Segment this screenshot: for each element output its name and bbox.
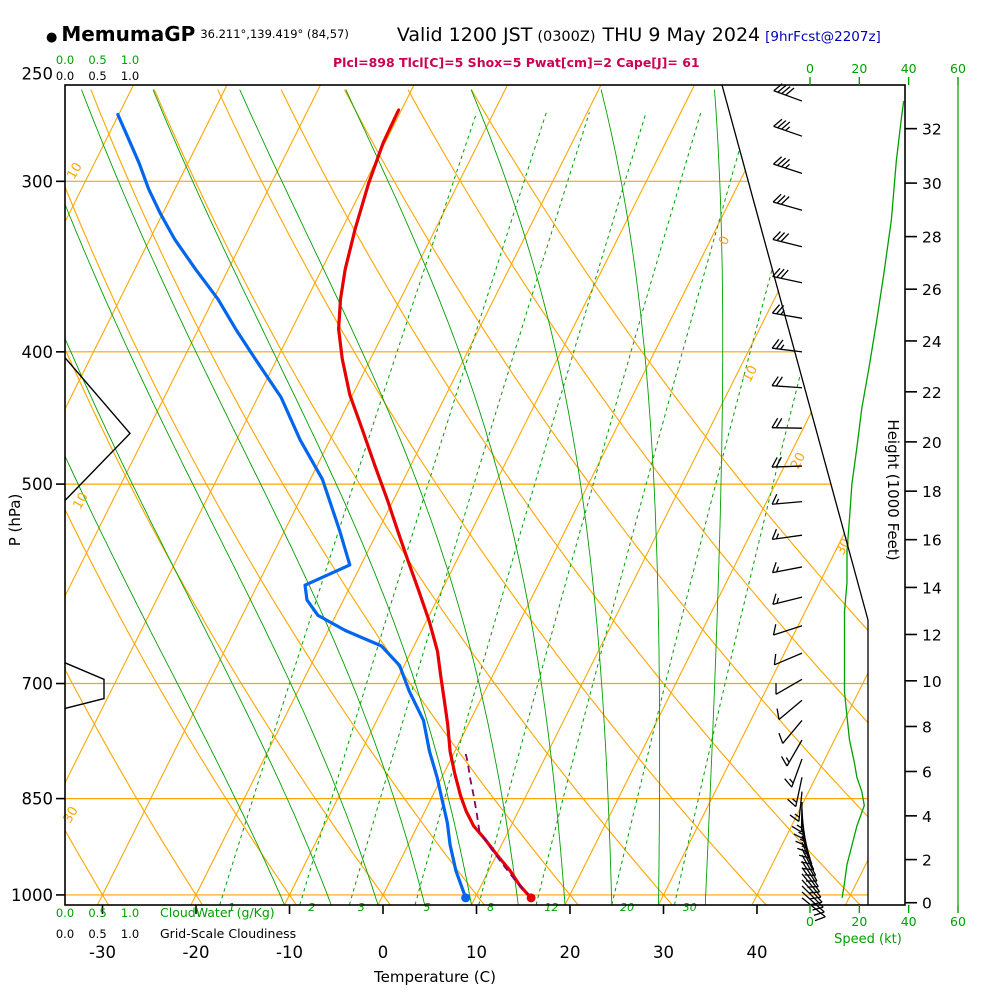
height-tick-label: 22 bbox=[922, 384, 942, 402]
speed-tick-label: 0 bbox=[806, 61, 814, 76]
height-tick-label: 18 bbox=[922, 483, 942, 501]
pressure-tick-label: 850 bbox=[22, 790, 54, 809]
mixing-ratio-label: 3 bbox=[358, 901, 365, 914]
height-axis-label: Height (1000 Feet) bbox=[884, 419, 902, 560]
valid-time: Valid 1200 JST bbox=[396, 24, 533, 46]
speed-tick-label: 20 bbox=[851, 61, 867, 76]
temperature-curve bbox=[337, 108, 533, 900]
background-grid bbox=[65, 85, 868, 905]
temp-tick-label: 20 bbox=[560, 943, 581, 962]
height-tick-label: 30 bbox=[922, 175, 942, 193]
height-tick-label: 10 bbox=[922, 673, 942, 691]
station-name: MemumaGP bbox=[61, 22, 196, 46]
mixing-ratio-label: 8 bbox=[487, 901, 494, 914]
height-tick-label: 24 bbox=[922, 333, 942, 351]
height-tick-label: 32 bbox=[922, 121, 942, 139]
temp-tick-label: 40 bbox=[747, 943, 768, 962]
mixing-ratio-label: 5 bbox=[424, 901, 431, 914]
surface-dewpoint-dot bbox=[461, 893, 471, 903]
pressure-axis-label: P (hPa) bbox=[6, 494, 24, 547]
height-tick-label: 0 bbox=[922, 895, 932, 913]
height-tick-label: 6 bbox=[922, 763, 932, 781]
grid-scale-cloudiness-profile bbox=[64, 357, 131, 710]
pressure-tick-label: 300 bbox=[22, 172, 54, 191]
temp-tick-label: 0 bbox=[378, 943, 389, 962]
mixing-ratio-label: 30 bbox=[683, 901, 697, 914]
temp-tick-label: 10 bbox=[466, 943, 487, 962]
cloudwater-scale-label: 0.0 bbox=[56, 53, 74, 67]
grid-line-label: 10 bbox=[740, 363, 761, 385]
speed-axis-label: Speed (kt) bbox=[834, 932, 902, 947]
temp-tick-label: -20 bbox=[183, 943, 210, 962]
surface-temperature-dot bbox=[526, 893, 536, 903]
speed-tick-label: 40 bbox=[901, 61, 917, 76]
cloudwater-scale-label: 1.0 bbox=[121, 906, 139, 920]
grid-line-label: 30 bbox=[833, 536, 854, 558]
station-marker-dot: ● bbox=[46, 30, 58, 45]
cloudwater-scale-label: 0.5 bbox=[88, 906, 106, 920]
wind-speed-curve bbox=[841, 101, 905, 899]
mixing-ratio-label: 2 bbox=[308, 901, 315, 914]
cloudwater-scale-label: 0.0 bbox=[56, 906, 74, 920]
mixing-ratio-label: 1 bbox=[228, 901, 235, 914]
parcel-curve bbox=[463, 749, 532, 899]
mixing-ratio-label: 12 bbox=[544, 901, 558, 914]
pressure-tick-label: 250 bbox=[22, 64, 54, 83]
height-tick-label: 20 bbox=[922, 434, 942, 452]
pressure-tick-label: 500 bbox=[22, 475, 54, 494]
cloudiness-scale-label: 1.0 bbox=[121, 69, 139, 83]
height-tick-label: 2 bbox=[922, 852, 932, 870]
temp-tick-label: -10 bbox=[276, 943, 303, 962]
cloudiness-scale-label: 1.0 bbox=[121, 927, 139, 941]
temperature-axis-label: Temperature (C) bbox=[373, 968, 496, 986]
temp-tick-label: -30 bbox=[89, 943, 116, 962]
height-tick-label: 8 bbox=[922, 718, 932, 736]
cloudiness-scale-label: 0.5 bbox=[88, 927, 106, 941]
mixing-ratio-label: 20 bbox=[620, 901, 634, 914]
height-tick-label: 16 bbox=[922, 532, 942, 550]
grid-cut-diagonal bbox=[721, 84, 869, 621]
grid-line-label: 0 bbox=[716, 234, 733, 248]
height-tick-label: 14 bbox=[922, 579, 942, 597]
speed-tick-label: 0 bbox=[806, 914, 814, 929]
height-tick-label: 26 bbox=[922, 281, 942, 299]
pressure-tick-label: 1000 bbox=[11, 886, 53, 905]
chart-header: ● MemumaGP 36.211°,139.419° (84,57) Valid 1… bbox=[46, 22, 881, 46]
height-tick-label: 12 bbox=[922, 626, 942, 644]
grid-line-label: 20 bbox=[788, 450, 809, 472]
cloudiness-axis-label: Grid-Scale Cloudiness bbox=[160, 926, 296, 941]
speed-tick-label: 60 bbox=[950, 914, 966, 929]
cloudwater-scale-label: 0.5 bbox=[88, 53, 106, 67]
pressure-tick-label: 700 bbox=[22, 675, 54, 694]
dewpoint-curve bbox=[116, 112, 468, 900]
grid-line-label: 10 bbox=[64, 160, 85, 182]
height-tick-label: 4 bbox=[922, 808, 932, 826]
valid-date: THU 9 May 2024 bbox=[602, 24, 761, 46]
valid-time-utc: (0300Z) bbox=[537, 29, 596, 45]
forecast-lead-info: [9hrFcst@2207z] bbox=[765, 29, 881, 45]
cloudwater-scale-label: 1.0 bbox=[121, 53, 139, 67]
cloudiness-scale-label: 0.0 bbox=[56, 927, 74, 941]
temp-tick-label: 30 bbox=[653, 943, 674, 962]
pressure-tick-label: 400 bbox=[22, 343, 54, 362]
speed-tick-label: 40 bbox=[901, 914, 917, 929]
station-coords: 36.211°,139.419° (84,57) bbox=[200, 27, 349, 41]
speed-tick-label: 20 bbox=[851, 914, 867, 929]
sounding-parameters: Plcl=898 Tlcl[C]=5 Shox=5 Pwat[cm]=2 Cap… bbox=[333, 55, 700, 70]
height-tick-label: 28 bbox=[922, 229, 942, 247]
grid-line-label: 30 bbox=[60, 804, 81, 826]
speed-tick-label: 60 bbox=[950, 61, 966, 76]
cloudiness-scale-label: 0.0 bbox=[56, 69, 74, 83]
cloudiness-scale-label: 0.5 bbox=[88, 69, 106, 83]
cloudwater-axis-label: CloudWater (g/Kg) bbox=[160, 905, 275, 920]
wind-barbs bbox=[771, 83, 826, 922]
plot-frame bbox=[64, 84, 906, 906]
grid-line-label: 10 bbox=[70, 490, 91, 512]
